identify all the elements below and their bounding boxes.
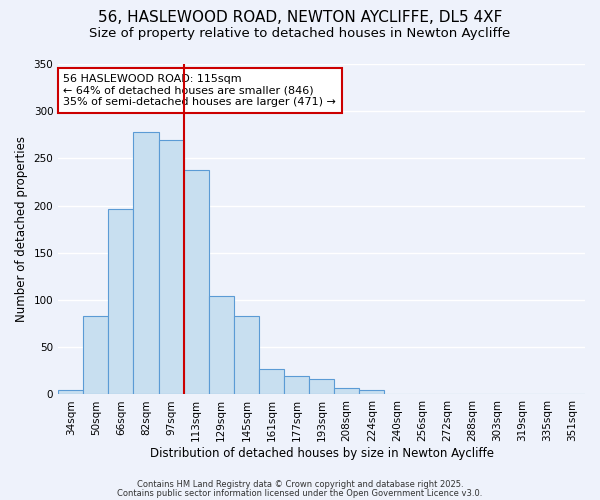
Text: Size of property relative to detached houses in Newton Aycliffe: Size of property relative to detached ho… xyxy=(89,28,511,40)
Text: 56 HASLEWOOD ROAD: 115sqm
← 64% of detached houses are smaller (846)
35% of semi: 56 HASLEWOOD ROAD: 115sqm ← 64% of detac… xyxy=(64,74,337,107)
Bar xyxy=(334,388,359,394)
Bar xyxy=(83,316,109,394)
Bar xyxy=(158,140,184,394)
Bar xyxy=(109,210,133,394)
Bar xyxy=(184,170,209,394)
Text: Contains public sector information licensed under the Open Government Licence v3: Contains public sector information licen… xyxy=(118,488,482,498)
Bar xyxy=(284,376,309,394)
Bar xyxy=(133,132,158,394)
Text: Contains HM Land Registry data © Crown copyright and database right 2025.: Contains HM Land Registry data © Crown c… xyxy=(137,480,463,489)
Bar xyxy=(359,390,385,394)
Y-axis label: Number of detached properties: Number of detached properties xyxy=(15,136,28,322)
Bar xyxy=(259,369,284,394)
Text: 56, HASLEWOOD ROAD, NEWTON AYCLIFFE, DL5 4XF: 56, HASLEWOOD ROAD, NEWTON AYCLIFFE, DL5… xyxy=(98,10,502,25)
X-axis label: Distribution of detached houses by size in Newton Aycliffe: Distribution of detached houses by size … xyxy=(149,447,494,460)
Bar xyxy=(234,316,259,394)
Bar xyxy=(209,296,234,394)
Bar xyxy=(309,380,334,394)
Bar xyxy=(58,390,83,394)
